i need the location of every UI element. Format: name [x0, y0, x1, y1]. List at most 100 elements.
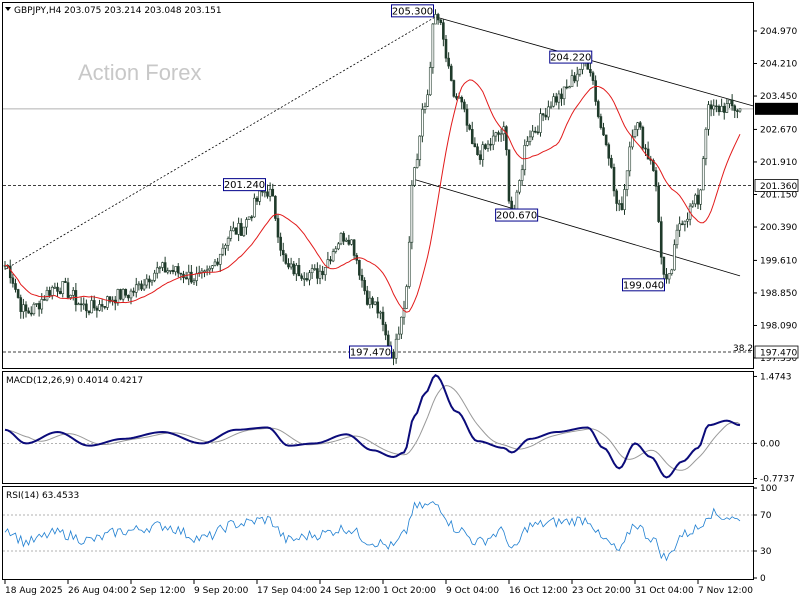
candle-body — [347, 239, 351, 245]
candle — [79, 297, 83, 312]
candle — [612, 163, 616, 197]
candle-body — [586, 62, 590, 70]
candle — [295, 262, 298, 281]
price-tick-label: 198.850 — [760, 289, 797, 299]
candle-body — [92, 300, 96, 309]
rsi-tick-label: 30 — [760, 547, 772, 557]
candle-body — [284, 254, 288, 264]
candle — [428, 61, 432, 96]
time-tick-label: 23 Oct 20:00 — [572, 586, 631, 596]
candle-body — [552, 96, 555, 107]
candle — [591, 70, 595, 85]
candle-body — [344, 239, 348, 242]
candle — [153, 269, 156, 283]
candle — [29, 306, 33, 317]
candle-body — [599, 116, 603, 128]
candle — [497, 130, 500, 142]
candle-body — [704, 128, 708, 159]
candle — [255, 196, 259, 206]
candle-body — [292, 263, 296, 275]
candle — [216, 257, 219, 267]
candle-body — [22, 304, 25, 312]
price-tick-label: 201.910 — [760, 158, 797, 168]
macd-panel[interactable] — [2, 371, 754, 484]
candle-body — [171, 269, 175, 273]
candle-body — [455, 96, 458, 99]
channel-upper-line — [435, 16, 754, 107]
candle-body — [591, 72, 595, 81]
candle — [134, 277, 138, 298]
candle — [43, 295, 46, 301]
candle — [71, 287, 75, 301]
candle-body — [116, 289, 120, 304]
candle-body — [481, 144, 485, 160]
annotation-label: 197.470 — [350, 348, 391, 359]
candle-body — [24, 304, 28, 312]
candle-body — [53, 286, 57, 289]
candle-body — [137, 283, 141, 286]
candle-body — [79, 303, 83, 306]
candle-body — [738, 108, 742, 112]
candle — [140, 280, 143, 291]
channel-lower-line — [414, 179, 741, 277]
candle-body — [82, 303, 86, 306]
candle-body — [701, 158, 705, 191]
candle — [35, 303, 38, 307]
candle-body — [662, 256, 666, 275]
candle — [722, 102, 726, 120]
candle-body — [410, 184, 414, 243]
candle — [554, 92, 558, 106]
rsi-panel[interactable] — [2, 486, 754, 580]
candle — [397, 326, 401, 340]
candle-body — [300, 275, 303, 279]
candle — [602, 122, 605, 137]
candle — [494, 131, 498, 142]
candle — [607, 142, 611, 166]
candle — [707, 101, 710, 136]
candle-body — [507, 149, 511, 202]
candle-body — [119, 289, 122, 300]
candle — [323, 267, 327, 281]
time-tick-label: 31 Oct 04:00 — [635, 586, 694, 596]
candle — [507, 149, 511, 204]
candle — [127, 294, 130, 302]
candle — [568, 85, 571, 89]
candle — [169, 269, 172, 275]
candle-body — [659, 221, 663, 258]
candle — [98, 299, 101, 312]
candle — [662, 256, 666, 280]
candle — [460, 95, 464, 110]
candle-body — [69, 294, 72, 298]
candle-body — [16, 289, 20, 298]
candle — [24, 301, 28, 318]
candle — [66, 277, 70, 299]
candle-body — [64, 281, 67, 283]
candle-body — [216, 261, 219, 265]
candle — [27, 307, 30, 314]
candle — [64, 277, 67, 283]
candle-body — [321, 270, 324, 276]
candle — [447, 52, 450, 69]
candle-body — [712, 105, 716, 110]
rsi-tick-label: 70 — [760, 511, 772, 521]
candle-body — [667, 273, 671, 280]
candle — [486, 140, 490, 152]
annotation-box — [622, 278, 665, 292]
trendline-dotted — [4, 16, 436, 270]
candle — [478, 150, 482, 165]
candle — [539, 108, 542, 137]
candle — [337, 241, 340, 251]
candle — [638, 121, 642, 130]
candle-body — [310, 268, 314, 274]
candle-body — [384, 324, 387, 336]
candle — [176, 263, 180, 278]
time-tick-label: 17 Sep 04:00 — [257, 586, 317, 596]
candle — [316, 262, 319, 285]
candle-body — [394, 338, 398, 359]
collapse-triangle-icon[interactable] — [5, 7, 11, 11]
candle-body — [268, 188, 272, 197]
candle-body — [638, 122, 642, 128]
candle-body — [405, 286, 408, 309]
candle — [392, 349, 395, 366]
candle-body — [381, 311, 385, 325]
